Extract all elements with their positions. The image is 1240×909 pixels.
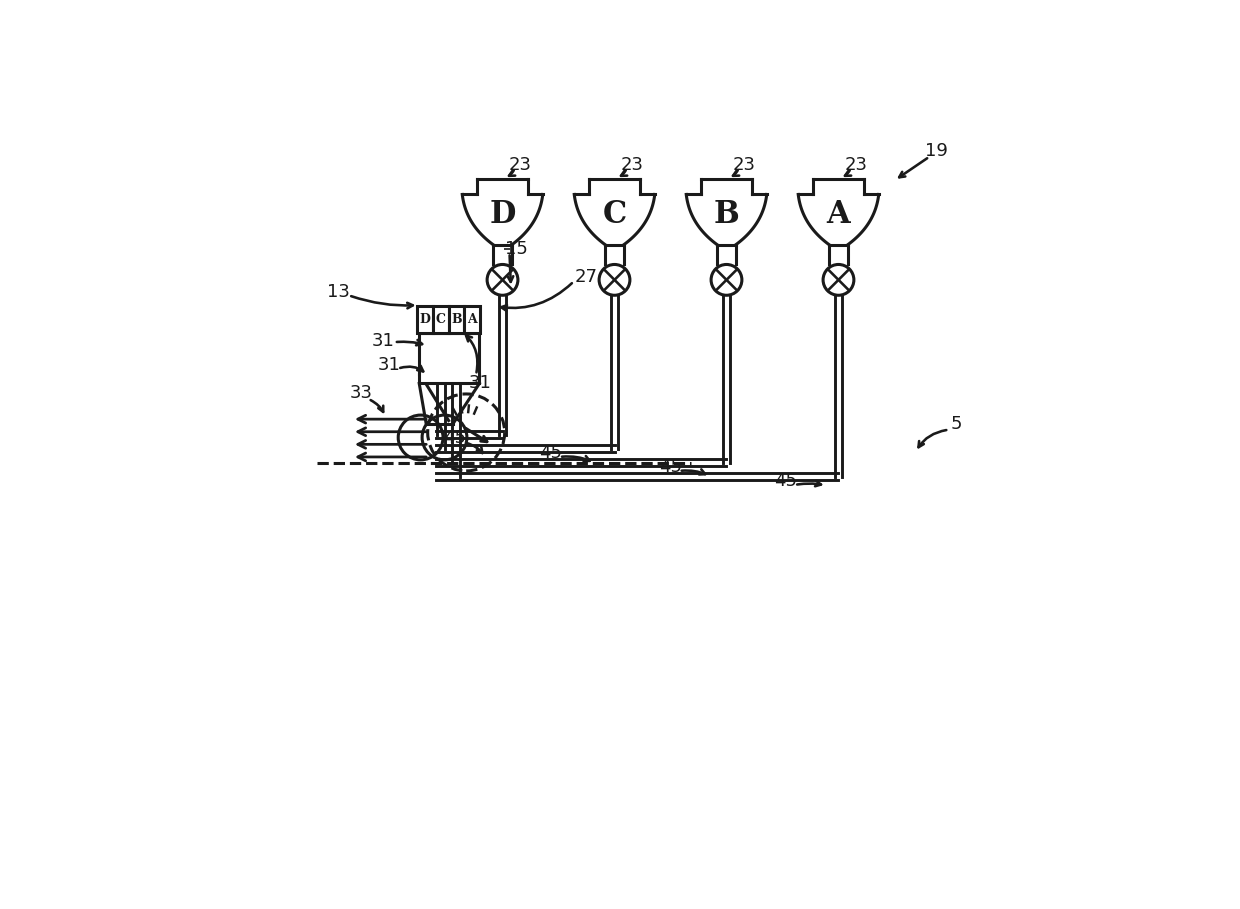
Bar <box>449 306 464 333</box>
Text: 23: 23 <box>844 156 868 175</box>
Text: 27: 27 <box>575 268 598 286</box>
Text: 13: 13 <box>326 284 350 302</box>
Text: 31: 31 <box>469 375 491 393</box>
Text: 45: 45 <box>658 458 682 476</box>
Text: 23: 23 <box>733 156 755 175</box>
Text: 23: 23 <box>620 156 644 175</box>
Text: C: C <box>603 199 626 230</box>
Text: 19: 19 <box>925 142 947 160</box>
Text: 33: 33 <box>350 384 373 402</box>
Text: 15: 15 <box>505 240 528 258</box>
Bar <box>464 306 480 333</box>
Text: B: B <box>713 199 739 230</box>
Text: A: A <box>827 199 851 230</box>
Text: D: D <box>490 199 516 230</box>
Text: 45: 45 <box>444 429 466 447</box>
Text: 31: 31 <box>372 333 396 351</box>
Text: C: C <box>435 314 445 326</box>
Bar <box>417 306 433 333</box>
Text: 45: 45 <box>775 473 797 491</box>
Bar <box>433 306 449 333</box>
Text: 31: 31 <box>378 355 401 374</box>
Text: B: B <box>451 314 461 326</box>
Text: 45: 45 <box>538 445 562 463</box>
Text: 23: 23 <box>508 156 532 175</box>
Text: 5: 5 <box>950 415 962 433</box>
Text: D: D <box>419 314 430 326</box>
Text: A: A <box>467 314 477 326</box>
Bar <box>419 333 480 384</box>
